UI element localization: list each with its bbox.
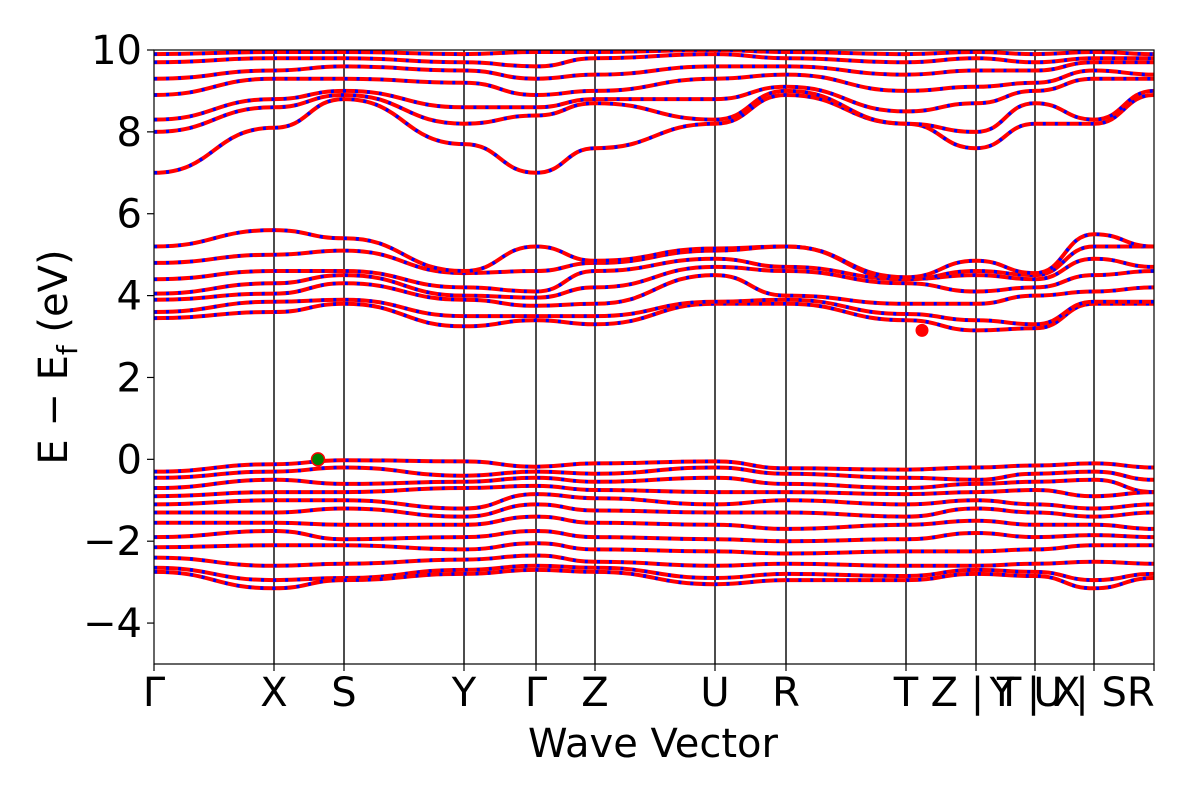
x-tick-label: Z <box>581 670 608 716</box>
band-line-spin-up <box>154 528 1154 544</box>
x-tick-label: Z | T <box>931 670 1022 716</box>
band-line-spin-down <box>154 89 1154 134</box>
band-line-spin-up <box>154 541 1154 556</box>
y-tick-label: 4 <box>117 274 142 320</box>
x-axis-label: Wave Vector <box>528 721 779 767</box>
x-tick-label: Γ <box>525 670 548 716</box>
band-line-spin-up <box>154 52 1154 69</box>
band-line-spin-up <box>154 458 1154 474</box>
band-line-spin-down <box>154 273 1154 308</box>
x-tick-label: Y <box>451 670 477 716</box>
x-tick-label: U | SR <box>1033 670 1154 716</box>
kpath-lines <box>273 50 1095 664</box>
x-tick-label: T <box>893 670 919 716</box>
bands <box>154 50 1154 591</box>
y-tick-label: 10 <box>91 28 142 74</box>
band-line-spin-down <box>154 68 1154 97</box>
band-line-spin-down <box>154 93 1154 175</box>
plot-frame <box>153 49 1155 665</box>
band-line-spin-down <box>154 564 1154 582</box>
y-tick-label: 6 <box>117 192 142 238</box>
band-line-spin-down <box>154 76 1154 122</box>
band-line-spin-down <box>154 492 1154 511</box>
band-line-spin-up <box>154 50 1154 57</box>
x-tick-label: Γ <box>143 670 166 716</box>
band-line-spin-down <box>154 244 1154 281</box>
band-line-spin-up <box>154 256 1154 294</box>
band-line-spin-up <box>154 297 1154 327</box>
cbm-marker <box>915 323 929 337</box>
band-line-spin-up <box>154 514 1154 531</box>
band-line-spin-up <box>154 567 1154 591</box>
band-line-spin-down <box>154 297 1154 327</box>
x-tick-label: S <box>331 670 356 716</box>
y-tick-label: −2 <box>83 519 142 565</box>
band-line-spin-up <box>154 92 1154 175</box>
band-line-spin-up <box>154 244 1154 282</box>
y-axis-label: E − Ef (eV) <box>31 249 84 464</box>
x-tick-label: Y | X <box>989 670 1081 716</box>
band-line-spin-up <box>154 465 1154 482</box>
x-tick-label: R <box>772 670 800 716</box>
band-line-spin-down <box>154 302 1154 333</box>
y-tick-label: −4 <box>83 601 142 647</box>
band-line-spin-down <box>154 228 1154 279</box>
y-tick-label: 0 <box>117 437 142 483</box>
x-tick-label: X <box>260 670 287 716</box>
y-tick-label: 8 <box>117 110 142 156</box>
y-axis-ticks: −4 −2 0 2 4 6 8 10 <box>83 28 154 647</box>
band-line-spin-up <box>154 68 1154 98</box>
band-line-spin-up <box>154 60 1154 81</box>
band-edge-markers <box>310 323 929 467</box>
band-line-spin-up <box>154 475 1154 495</box>
band-line-spin-up <box>154 483 1154 499</box>
x-tick-label: U <box>700 670 729 716</box>
band-line-spin-up <box>154 502 1154 519</box>
vbm-marker <box>310 452 326 467</box>
band-line-spin-up <box>154 553 1154 568</box>
y-tick-label: 2 <box>117 355 142 401</box>
band-line-spin-up <box>154 264 1154 300</box>
